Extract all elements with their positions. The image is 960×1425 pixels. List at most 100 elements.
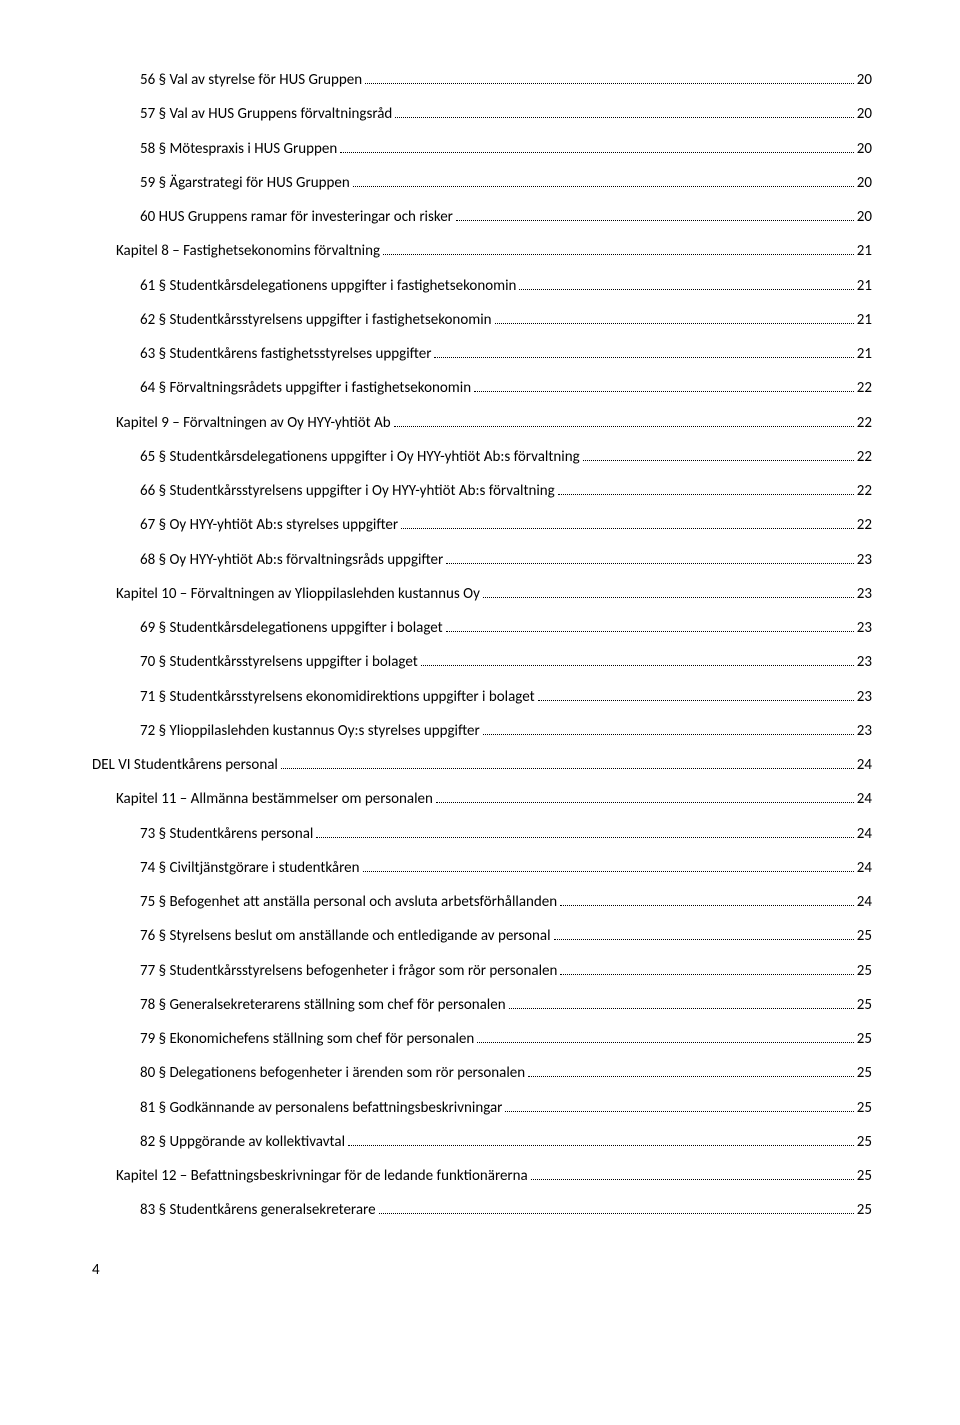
toc-entry[interactable]: 56 § Val av styrelse för HUS Gruppen 20 bbox=[140, 70, 872, 90]
toc-entry[interactable]: Kapitel 10 – Förvaltningen av Ylioppilas… bbox=[116, 584, 872, 604]
toc-entry[interactable]: 77 § Studentkårsstyrelsens befogenheter … bbox=[140, 961, 872, 981]
toc-entry[interactable]: 79 § Ekonomichefens ställning som chef f… bbox=[140, 1029, 872, 1049]
toc-leader-dots bbox=[281, 768, 854, 769]
toc-leader-dots bbox=[383, 254, 854, 255]
toc-entry[interactable]: 69 § Studentkårsdelegationens uppgifter … bbox=[140, 618, 872, 638]
toc-entry-label: 57 § Val av HUS Gruppens förvaltningsråd bbox=[140, 104, 392, 124]
toc-leader-dots bbox=[474, 391, 854, 392]
toc-entry[interactable]: 75 § Befogenhet att anställa personal oc… bbox=[140, 892, 872, 912]
toc-entry-label: DEL VI Studentkårens personal bbox=[92, 755, 278, 775]
page-number: 4 bbox=[92, 1261, 872, 1279]
toc-entry-page: 24 bbox=[857, 789, 872, 809]
toc-entry[interactable]: 65 § Studentkårsdelegationens uppgifter … bbox=[140, 447, 872, 467]
toc-entry-label: 69 § Studentkårsdelegationens uppgifter … bbox=[140, 618, 443, 638]
toc-entry[interactable]: 76 § Styrelsens beslut om anställande oc… bbox=[140, 926, 872, 946]
toc-leader-dots bbox=[531, 1179, 854, 1180]
toc-entry-page: 25 bbox=[857, 926, 872, 946]
toc-entry-label: Kapitel 10 – Förvaltningen av Ylioppilas… bbox=[116, 584, 480, 604]
toc-entry-page: 22 bbox=[857, 378, 872, 398]
toc-entry-label: 80 § Delegationens befogenheter i ärende… bbox=[140, 1063, 525, 1083]
toc-entry-label: 66 § Studentkårsstyrelsens uppgifter i O… bbox=[140, 481, 555, 501]
toc-entry[interactable]: 67 § Oy HYY-yhtiöt Ab:s styrelses uppgif… bbox=[140, 515, 872, 535]
toc-leader-dots bbox=[353, 186, 854, 187]
toc-entry[interactable]: 81 § Godkännande av personalens befattni… bbox=[140, 1098, 872, 1118]
toc-entry[interactable]: 72 § Ylioppilaslehden kustannus Oy:s sty… bbox=[140, 721, 872, 741]
toc-leader-dots bbox=[456, 220, 854, 221]
toc-entry[interactable]: 58 § Mötespraxis i HUS Gruppen 20 bbox=[140, 139, 872, 159]
toc-entry[interactable]: 63 § Studentkårens fastighetsstyrelses u… bbox=[140, 344, 872, 364]
toc-entry-label: 67 § Oy HYY-yhtiöt Ab:s styrelses uppgif… bbox=[140, 515, 398, 535]
toc-entry-page: 20 bbox=[857, 139, 872, 159]
toc-leader-dots bbox=[554, 939, 854, 940]
toc-entry-page: 20 bbox=[857, 104, 872, 124]
toc-leader-dots bbox=[560, 905, 854, 906]
toc-leader-dots bbox=[316, 837, 853, 838]
toc-entry[interactable]: 62 § Studentkårsstyrelsens uppgifter i f… bbox=[140, 310, 872, 330]
toc-entry-page: 25 bbox=[857, 961, 872, 981]
toc-entry[interactable]: 61 § Studentkårsdelegationens uppgifter … bbox=[140, 276, 872, 296]
toc-entry[interactable]: 73 § Studentkårens personal 24 bbox=[140, 824, 872, 844]
toc-entry-label: 71 § Studentkårsstyrelsens ekonomidirekt… bbox=[140, 687, 535, 707]
table-of-contents: 56 § Val av styrelse för HUS Gruppen 20 5… bbox=[92, 70, 872, 1221]
toc-leader-dots bbox=[446, 631, 854, 632]
toc-leader-dots bbox=[340, 152, 854, 153]
toc-entry-page: 21 bbox=[857, 310, 872, 330]
toc-entry[interactable]: Kapitel 9 – Förvaltningen av Oy HYY-yhti… bbox=[116, 413, 872, 433]
toc-entry[interactable]: 80 § Delegationens befogenheter i ärende… bbox=[140, 1063, 872, 1083]
toc-entry[interactable]: 60 HUS Gruppens ramar för investeringar … bbox=[140, 207, 872, 227]
toc-entry-page: 24 bbox=[857, 755, 872, 775]
toc-leader-dots bbox=[421, 665, 854, 666]
toc-leader-dots bbox=[483, 734, 854, 735]
toc-entry-label: 70 § Studentkårsstyrelsens uppgifter i b… bbox=[140, 652, 418, 672]
toc-entry-page: 21 bbox=[857, 276, 872, 296]
toc-entry-page: 23 bbox=[857, 687, 872, 707]
toc-entry-page: 25 bbox=[857, 1200, 872, 1220]
toc-leader-dots bbox=[519, 289, 853, 290]
toc-entry[interactable]: 74 § Civiltjänstgörare i studentkåren 24 bbox=[140, 858, 872, 878]
toc-leader-dots bbox=[483, 597, 854, 598]
toc-leader-dots bbox=[365, 83, 854, 84]
toc-entry[interactable]: 71 § Studentkårsstyrelsens ekonomidirekt… bbox=[140, 687, 872, 707]
toc-entry[interactable]: 64 § Förvaltningsrådets uppgifter i fast… bbox=[140, 378, 872, 398]
toc-entry-label: 82 § Uppgörande av kollektivavtal bbox=[140, 1132, 345, 1152]
toc-entry[interactable]: Kapitel 8 – Fastighetsekonomins förvaltn… bbox=[116, 241, 872, 261]
toc-entry[interactable]: 70 § Studentkårsstyrelsens uppgifter i b… bbox=[140, 652, 872, 672]
toc-entry[interactable]: 78 § Generalsekreterarens ställning som … bbox=[140, 995, 872, 1015]
toc-entry-label: 83 § Studentkårens generalsekreterare bbox=[140, 1200, 376, 1220]
toc-entry-page: 20 bbox=[857, 173, 872, 193]
toc-entry-label: 79 § Ekonomichefens ställning som chef f… bbox=[140, 1029, 474, 1049]
toc-entry[interactable]: Kapitel 12 – Befattningsbeskrivningar fö… bbox=[116, 1166, 872, 1186]
toc-entry-page: 23 bbox=[857, 652, 872, 672]
toc-entry-label: Kapitel 11 – Allmänna bestämmelser om pe… bbox=[116, 789, 433, 809]
toc-entry-page: 23 bbox=[857, 584, 872, 604]
toc-entry-page: 25 bbox=[857, 995, 872, 1015]
toc-entry[interactable]: DEL VI Studentkårens personal 24 bbox=[92, 755, 872, 775]
toc-leader-dots bbox=[528, 1076, 854, 1077]
toc-entry-page: 25 bbox=[857, 1132, 872, 1152]
toc-entry[interactable]: 83 § Studentkårens generalsekreterare 25 bbox=[140, 1200, 872, 1220]
toc-entry[interactable]: 66 § Studentkårsstyrelsens uppgifter i O… bbox=[140, 481, 872, 501]
toc-entry-page: 24 bbox=[857, 824, 872, 844]
toc-entry-label: Kapitel 9 – Förvaltningen av Oy HYY-yhti… bbox=[116, 413, 391, 433]
toc-entry-page: 23 bbox=[857, 550, 872, 570]
toc-entry-label: 75 § Befogenhet att anställa personal oc… bbox=[140, 892, 557, 912]
toc-entry-label: 58 § Mötespraxis i HUS Gruppen bbox=[140, 139, 337, 159]
toc-entry[interactable]: 82 § Uppgörande av kollektivavtal 25 bbox=[140, 1132, 872, 1152]
toc-entry-label: 81 § Godkännande av personalens befattni… bbox=[140, 1098, 502, 1118]
toc-entry-page: 22 bbox=[857, 447, 872, 467]
toc-entry-label: 59 § Ägarstrategi för HUS Gruppen bbox=[140, 173, 350, 193]
toc-entry-page: 25 bbox=[857, 1029, 872, 1049]
toc-entry-label: 65 § Studentkårsdelegationens uppgifter … bbox=[140, 447, 580, 467]
toc-leader-dots bbox=[436, 802, 854, 803]
toc-entry-label: 60 HUS Gruppens ramar för investeringar … bbox=[140, 207, 453, 227]
toc-entry-page: 25 bbox=[857, 1098, 872, 1118]
toc-leader-dots bbox=[394, 426, 854, 427]
toc-entry[interactable]: 57 § Val av HUS Gruppens förvaltningsråd… bbox=[140, 104, 872, 124]
toc-entry[interactable]: 68 § Oy HYY-yhtiöt Ab:s förvaltningsråds… bbox=[140, 550, 872, 570]
toc-leader-dots bbox=[505, 1111, 853, 1112]
toc-entry[interactable]: Kapitel 11 – Allmänna bestämmelser om pe… bbox=[116, 789, 872, 809]
toc-entry-page: 24 bbox=[857, 858, 872, 878]
toc-entry[interactable]: 59 § Ägarstrategi för HUS Gruppen 20 bbox=[140, 173, 872, 193]
toc-entry-page: 25 bbox=[857, 1063, 872, 1083]
toc-entry-page: 20 bbox=[857, 207, 872, 227]
